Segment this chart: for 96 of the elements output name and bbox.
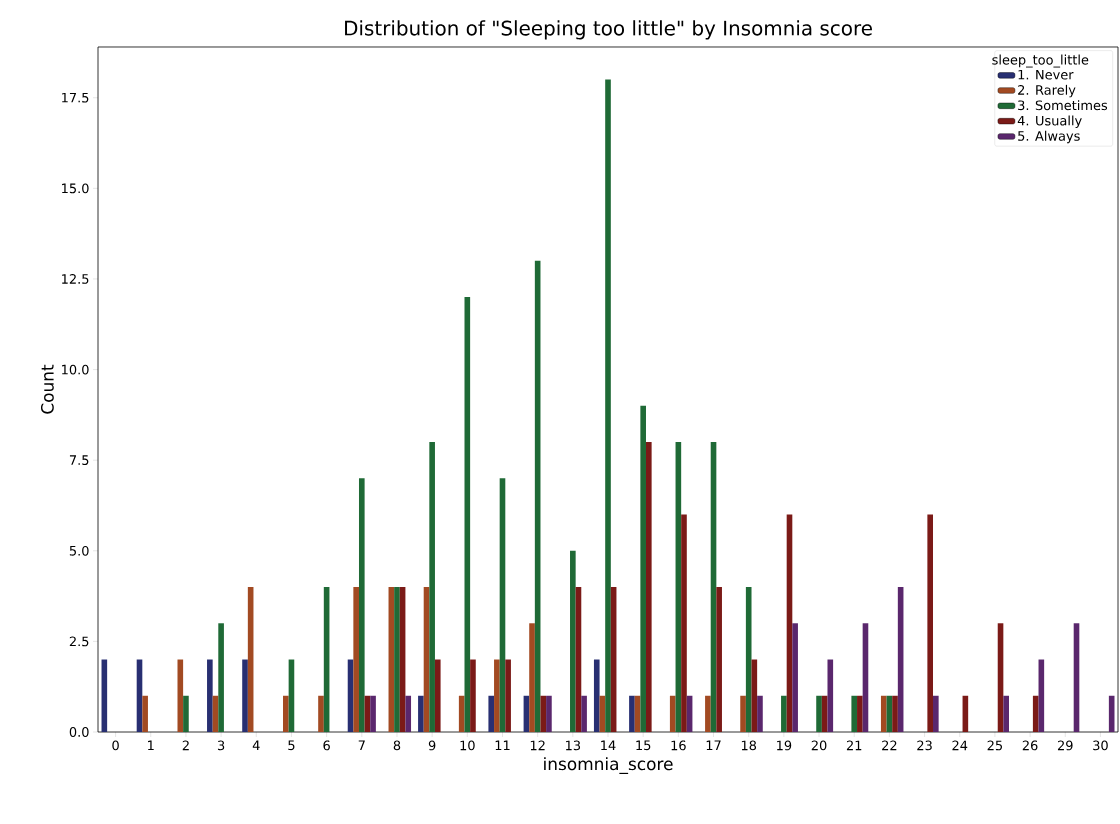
legend-label: 2. Rarely xyxy=(1018,84,1076,98)
bar xyxy=(488,695,495,732)
bar xyxy=(640,405,646,732)
bar xyxy=(851,695,858,732)
bar xyxy=(470,659,476,732)
bar xyxy=(529,623,535,732)
bar xyxy=(781,695,787,732)
bar xyxy=(142,695,148,732)
x-tick-label: 12 xyxy=(530,740,545,751)
bar xyxy=(745,587,752,732)
bar xyxy=(358,478,365,732)
bar xyxy=(605,79,611,732)
bar xyxy=(629,695,635,732)
bar xyxy=(540,695,547,732)
bar xyxy=(581,695,587,732)
legend-title: sleep_too_little xyxy=(992,54,1089,68)
x-tick-label: 29 xyxy=(1057,740,1073,751)
y-tick-label: 10.0 xyxy=(62,364,89,375)
bar xyxy=(740,695,746,732)
bar xyxy=(827,659,834,732)
y-tick-label: 0.0 xyxy=(69,727,89,737)
x-tick-label: 6 xyxy=(323,740,330,751)
bar xyxy=(283,695,289,732)
x-tick-label: 7 xyxy=(358,740,365,750)
x-tick-label: 10 xyxy=(460,740,475,751)
x-tick-label: 14 xyxy=(601,740,616,750)
y-tick-label: 12.5 xyxy=(62,274,89,284)
bar xyxy=(645,442,652,732)
bar xyxy=(880,695,887,732)
bar xyxy=(669,695,676,732)
bar xyxy=(242,659,248,732)
x-tick-label: 2 xyxy=(182,740,189,751)
x-tick-label: 21 xyxy=(846,740,862,751)
bar xyxy=(458,695,465,732)
bar xyxy=(816,695,822,732)
x-tick-label: 26 xyxy=(1022,740,1038,751)
x-tick-label: 13 xyxy=(566,740,581,751)
x-tick-label: 19 xyxy=(777,740,792,751)
bar xyxy=(177,659,184,732)
bar xyxy=(494,659,500,732)
x-tick-label: 18 xyxy=(741,740,757,751)
bar xyxy=(429,442,435,732)
bar xyxy=(318,695,324,732)
bar xyxy=(353,587,359,732)
bar xyxy=(857,695,863,732)
bar xyxy=(792,623,798,732)
bar xyxy=(1032,695,1039,732)
x-axis-title: insomnia_score xyxy=(544,757,673,775)
legend-label: 1. Never xyxy=(1018,69,1074,80)
bar xyxy=(705,695,711,732)
bar xyxy=(927,514,933,732)
legend-label: 5. Always xyxy=(1018,130,1080,144)
bar xyxy=(757,695,763,732)
y-tick-label: 5.0 xyxy=(69,545,89,556)
bar xyxy=(418,695,424,732)
x-tick-label: 17 xyxy=(706,740,721,750)
bar xyxy=(933,695,939,732)
bar xyxy=(570,550,576,732)
bar xyxy=(405,695,412,732)
bar xyxy=(1003,695,1009,732)
bar xyxy=(681,514,687,732)
x-tick-label: 22 xyxy=(882,740,897,751)
x-tick-label: 0 xyxy=(112,740,119,751)
bar xyxy=(546,695,552,732)
x-tick-label: 20 xyxy=(811,740,827,751)
y-tick-label: 15.0 xyxy=(62,183,89,194)
x-tick-label: 11 xyxy=(495,740,510,750)
bar xyxy=(505,659,511,732)
bar xyxy=(218,623,224,732)
y-tick-label: 17.5 xyxy=(62,92,89,103)
bar xyxy=(183,695,189,732)
x-tick-label: 25 xyxy=(987,740,1003,751)
bar xyxy=(892,695,898,732)
bar xyxy=(394,587,400,732)
x-tick-label: 9 xyxy=(428,740,436,751)
x-tick-label: 30 xyxy=(1093,740,1108,751)
x-tick-label: 3 xyxy=(217,740,225,751)
bar xyxy=(370,695,376,732)
x-tick-label: 15 xyxy=(636,740,651,751)
bar xyxy=(207,659,213,732)
bar xyxy=(434,659,441,732)
legend-label: 3. Sometimes xyxy=(1018,100,1108,111)
bar xyxy=(716,587,722,732)
x-tick-label: 16 xyxy=(671,740,686,751)
y-tick-label: 2.5 xyxy=(69,636,89,647)
chart-title: Distribution of "Sleeping too little" by Insomnia score xyxy=(345,20,872,40)
x-tick-label: 23 xyxy=(917,740,932,751)
legend-label: 4. Usually xyxy=(1017,115,1082,129)
y-axis-title: Count xyxy=(40,364,54,414)
x-tick-label: 5 xyxy=(288,740,295,751)
y-tick-label: 7.5 xyxy=(69,455,89,465)
x-tick-label: 1 xyxy=(148,740,154,750)
bar xyxy=(593,659,600,732)
x-tick-label: 8 xyxy=(393,740,401,751)
x-tick-label: 24 xyxy=(952,740,968,751)
x-tick-label: 4 xyxy=(252,740,260,750)
